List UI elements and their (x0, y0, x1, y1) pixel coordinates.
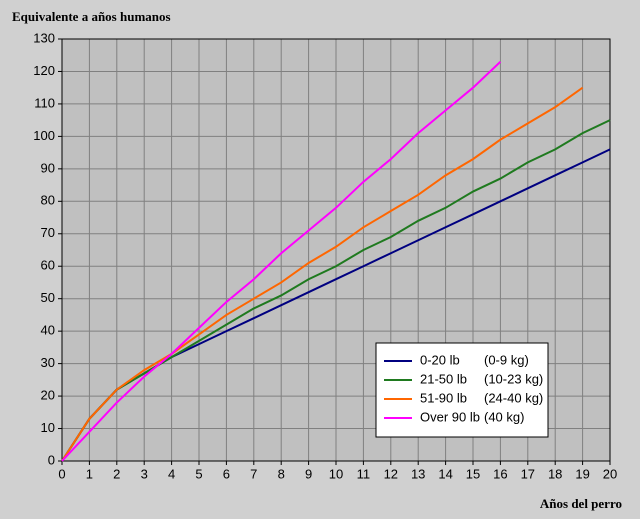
y-tick-label: 60 (41, 258, 55, 273)
x-tick-label: 1 (86, 466, 93, 481)
x-tick-label: 5 (195, 466, 202, 481)
x-axis-label: Años del perro (540, 496, 622, 511)
x-tick-label: 2 (113, 466, 120, 481)
y-tick-label: 40 (41, 323, 55, 338)
y-tick-label: 20 (41, 388, 55, 403)
chart-title: Equivalente a años humanos (12, 9, 171, 24)
x-tick-label: 15 (466, 466, 480, 481)
x-tick-label: 18 (548, 466, 562, 481)
y-tick-label: 90 (41, 160, 55, 175)
y-tick-label: 10 (41, 420, 55, 435)
legend-label: Over 90 lb (420, 409, 480, 424)
legend-note: (10-23 kg) (484, 371, 543, 386)
y-tick-label: 120 (33, 63, 55, 78)
x-tick-label: 16 (493, 466, 507, 481)
y-tick-label: 110 (34, 95, 55, 110)
x-tick-label: 6 (223, 466, 230, 481)
x-tick-label: 3 (141, 466, 148, 481)
y-tick-label: 0 (48, 452, 55, 467)
x-tick-label: 13 (411, 466, 425, 481)
y-tick-label: 80 (41, 193, 55, 208)
x-tick-label: 19 (575, 466, 589, 481)
y-tick-label: 130 (33, 30, 55, 45)
x-tick-label: 9 (305, 466, 312, 481)
x-tick-label: 14 (438, 466, 452, 481)
legend-label: 0-20 lb (420, 352, 460, 367)
y-tick-label: 50 (41, 290, 55, 305)
x-tick-label: 10 (329, 466, 343, 481)
x-tick-label: 8 (278, 466, 285, 481)
legend-label: 51-90 lb (420, 390, 467, 405)
legend-note: (0-9 kg) (484, 352, 529, 367)
series-line (61, 86, 584, 462)
x-tick-label: 11 (357, 466, 371, 481)
x-tick-label: 12 (384, 466, 398, 481)
legend-box (375, 342, 549, 438)
plot-border (61, 38, 611, 462)
x-tick-label: 20 (603, 466, 617, 481)
y-tick-label: 30 (41, 355, 55, 370)
legend-note: (40 kg) (484, 409, 524, 424)
x-tick-label: 17 (521, 466, 535, 481)
y-tick-label: 70 (41, 225, 55, 240)
x-tick-label: 4 (168, 466, 175, 481)
legend-label: 21-50 lb (420, 371, 467, 386)
y-tick-label: 100 (33, 128, 55, 143)
x-tick-label: 7 (250, 466, 257, 481)
series-line (61, 60, 502, 462)
legend-note: (24-40 kg) (484, 390, 543, 405)
x-tick-label: 0 (58, 466, 65, 481)
